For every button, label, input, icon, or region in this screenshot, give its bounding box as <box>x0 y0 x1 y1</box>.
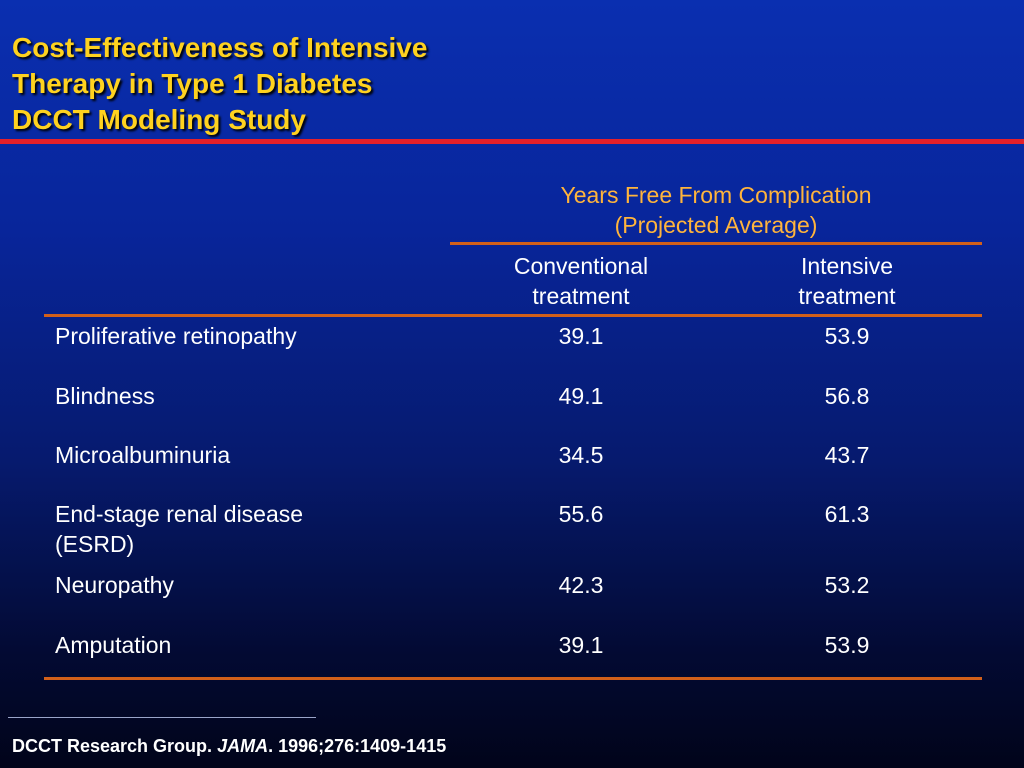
table-cell-conventional: 34.5 <box>558 442 604 468</box>
header-bottom-rule <box>44 314 982 317</box>
column-header-intensive: Intensive treatment <box>736 251 958 311</box>
table-cell-conventional: 49.1 <box>558 383 604 409</box>
group-header-line-2: (Projected Average) <box>614 212 818 238</box>
table-row-label: Amputation <box>55 632 172 658</box>
table-cell-intensive: 53.9 <box>824 632 870 658</box>
table-cell-conventional: 42.3 <box>558 572 604 598</box>
footnote-divider <box>8 717 316 718</box>
table-cell-intensive: 53.2 <box>824 572 870 598</box>
citation: DCCT Research Group. JAMA. 1996;276:1409… <box>12 734 446 758</box>
title-line-1: Cost-Effectiveness of Intensive <box>12 32 428 63</box>
column-header-intensive-line-1: Intensive <box>800 253 894 279</box>
table-cell-intensive: 53.9 <box>824 323 870 349</box>
table-cell-intensive: 43.7 <box>824 442 870 468</box>
title-divider <box>0 139 1024 144</box>
table-row-label: End-stage renal disease (ESRD) <box>55 501 304 557</box>
citation-details: . 1996;276:1409-1415 <box>268 736 447 756</box>
slide-title: Cost-Effectiveness of Intensive Therapy … <box>12 30 712 138</box>
table-row-label: Neuropathy <box>55 572 174 598</box>
group-header-rule <box>450 242 982 245</box>
table-cell-intensive: 61.3 <box>824 501 870 527</box>
citation-journal: JAMA <box>217 736 269 756</box>
column-header-conventional: Conventional treatment <box>470 251 692 311</box>
table-cell-intensive: 56.8 <box>824 383 870 409</box>
table-cell-conventional: 39.1 <box>558 632 604 658</box>
column-header-conventional-line-1: Conventional <box>513 253 649 279</box>
title-line-3: DCCT Modeling Study <box>12 104 306 135</box>
table-row-label: Microalbuminuria <box>55 442 231 468</box>
title-line-2: Therapy in Type 1 Diabetes <box>12 68 373 99</box>
table-row-label: Proliferative retinopathy <box>55 323 297 349</box>
group-header-line-1: Years Free From Complication <box>560 182 872 208</box>
citation-authors: DCCT Research Group. <box>12 736 213 756</box>
table-row-label: Blindness <box>55 383 155 409</box>
table-cell-conventional: 55.6 <box>558 501 604 527</box>
column-header-intensive-line-2: treatment <box>798 283 896 309</box>
table-bottom-rule <box>44 677 982 680</box>
table-group-header: Years Free From Complication (Projected … <box>450 180 982 240</box>
table-cell-conventional: 39.1 <box>558 323 604 349</box>
column-header-conventional-line-2: treatment <box>532 283 630 309</box>
